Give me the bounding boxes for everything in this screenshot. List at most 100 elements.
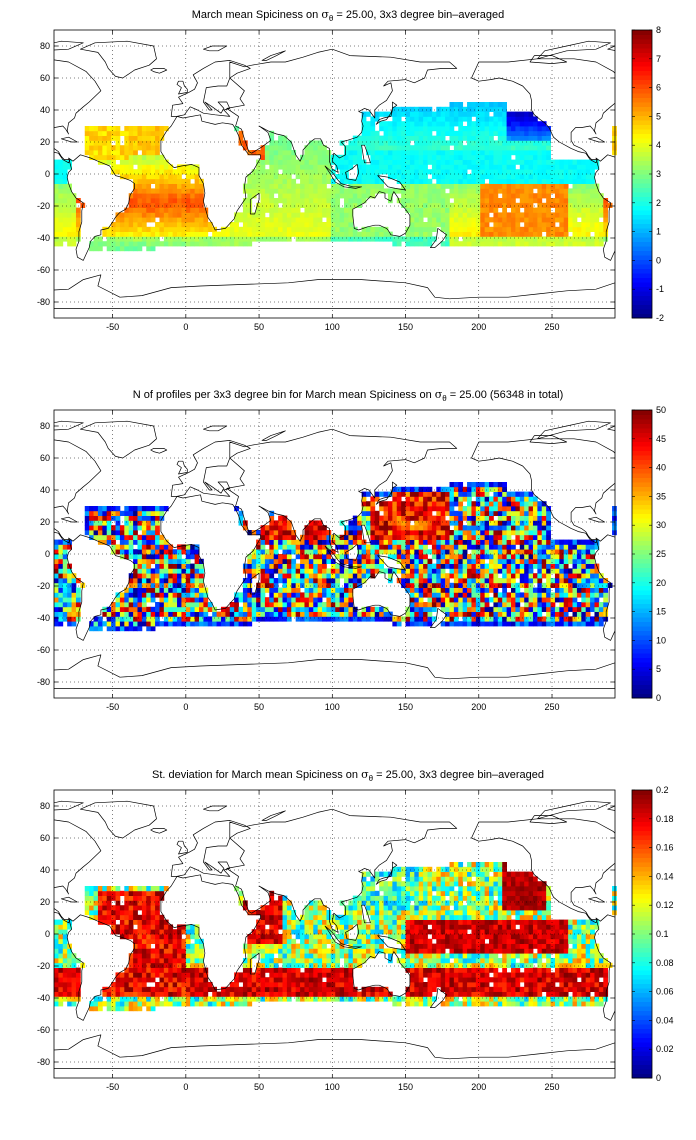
colorbar-tick-label: 15 (656, 607, 666, 617)
data-cell (497, 231, 503, 237)
data-cell (458, 169, 464, 175)
data-cell (291, 549, 297, 555)
data-cell (546, 549, 551, 555)
data-cell (598, 582, 604, 588)
data-cell (427, 525, 433, 531)
data-cell (515, 212, 521, 218)
data-cell (379, 111, 384, 117)
data-cell (260, 226, 266, 232)
data-cell (453, 198, 459, 204)
data-cell (541, 602, 547, 608)
data-cell (124, 602, 130, 608)
data-cell (537, 198, 543, 204)
data-cell (313, 606, 319, 612)
data-cell (449, 140, 455, 146)
data-cell (453, 482, 459, 488)
data-cell (374, 616, 380, 622)
data-cell (339, 602, 345, 608)
data-cell (515, 207, 521, 213)
data-cell (480, 126, 486, 132)
data-cell (475, 515, 481, 521)
data-cell (392, 515, 398, 521)
data-cell (576, 226, 582, 232)
data-cell (493, 573, 499, 579)
data-cell (445, 573, 450, 579)
data-cell (594, 621, 600, 627)
data-cell (128, 226, 134, 232)
data-cell (172, 554, 178, 560)
data-cell (304, 236, 310, 242)
data-cell (423, 169, 428, 175)
data-cell (365, 150, 371, 156)
data-cell (418, 116, 424, 122)
data-cell (67, 544, 72, 550)
data-cell (467, 592, 472, 598)
data-cell (128, 241, 134, 247)
data-cell (344, 568, 349, 574)
data-cell (273, 578, 279, 584)
data-cell (89, 135, 94, 141)
data-cell (546, 236, 551, 242)
data-cell (133, 178, 138, 184)
data-cell (537, 193, 543, 199)
data-cell (462, 621, 468, 627)
data-cell (137, 130, 143, 136)
data-cell (150, 217, 156, 223)
data-cell (471, 568, 477, 574)
data-cell (537, 183, 543, 189)
data-cell (273, 217, 279, 223)
data-cell (62, 582, 68, 588)
data-cell (559, 578, 565, 584)
data-cell (519, 174, 525, 180)
data-cell (418, 568, 424, 574)
data-cell (515, 491, 521, 497)
data-cell (58, 621, 64, 627)
data-cell (453, 544, 459, 550)
data-cell (392, 530, 398, 536)
data-cell (383, 159, 389, 165)
data-cell (278, 212, 283, 218)
data-cell (256, 236, 261, 242)
data-cell (54, 982, 59, 988)
data-cell (260, 616, 266, 622)
data-cell (71, 212, 77, 218)
data-cell (471, 130, 477, 136)
data-cell (185, 183, 191, 189)
data-cell (150, 135, 156, 141)
data-cell (273, 558, 279, 564)
data-cell (537, 506, 543, 512)
data-cell (546, 217, 551, 223)
data-cell (568, 226, 573, 232)
data-cell (502, 183, 507, 189)
data-cell (568, 621, 573, 627)
data-cell (111, 611, 116, 617)
data-cell (374, 534, 380, 540)
data-cell (155, 534, 160, 540)
data-cell (427, 126, 433, 132)
data-cell (414, 159, 420, 165)
data-cell (137, 126, 143, 132)
data-cell (67, 972, 72, 978)
data-cell (462, 226, 468, 232)
data-cell (489, 169, 494, 175)
data-cell (348, 236, 354, 242)
data-cell (387, 188, 393, 194)
data-cell (489, 164, 494, 170)
data-cell (383, 520, 389, 526)
data-cell (361, 539, 367, 545)
data-cell (181, 544, 187, 550)
data-cell (598, 241, 604, 247)
data-cell (365, 515, 371, 521)
data-cell (436, 126, 442, 132)
data-cell (115, 126, 121, 132)
data-cell (519, 154, 525, 160)
data-cell (128, 602, 134, 608)
data-cell (119, 246, 125, 252)
data-cell (436, 587, 442, 593)
data-cell (344, 611, 349, 617)
data-cell (71, 217, 77, 223)
data-cell (423, 150, 428, 156)
data-cell (546, 135, 551, 141)
data-cell (585, 611, 591, 617)
data-cell (524, 169, 529, 175)
